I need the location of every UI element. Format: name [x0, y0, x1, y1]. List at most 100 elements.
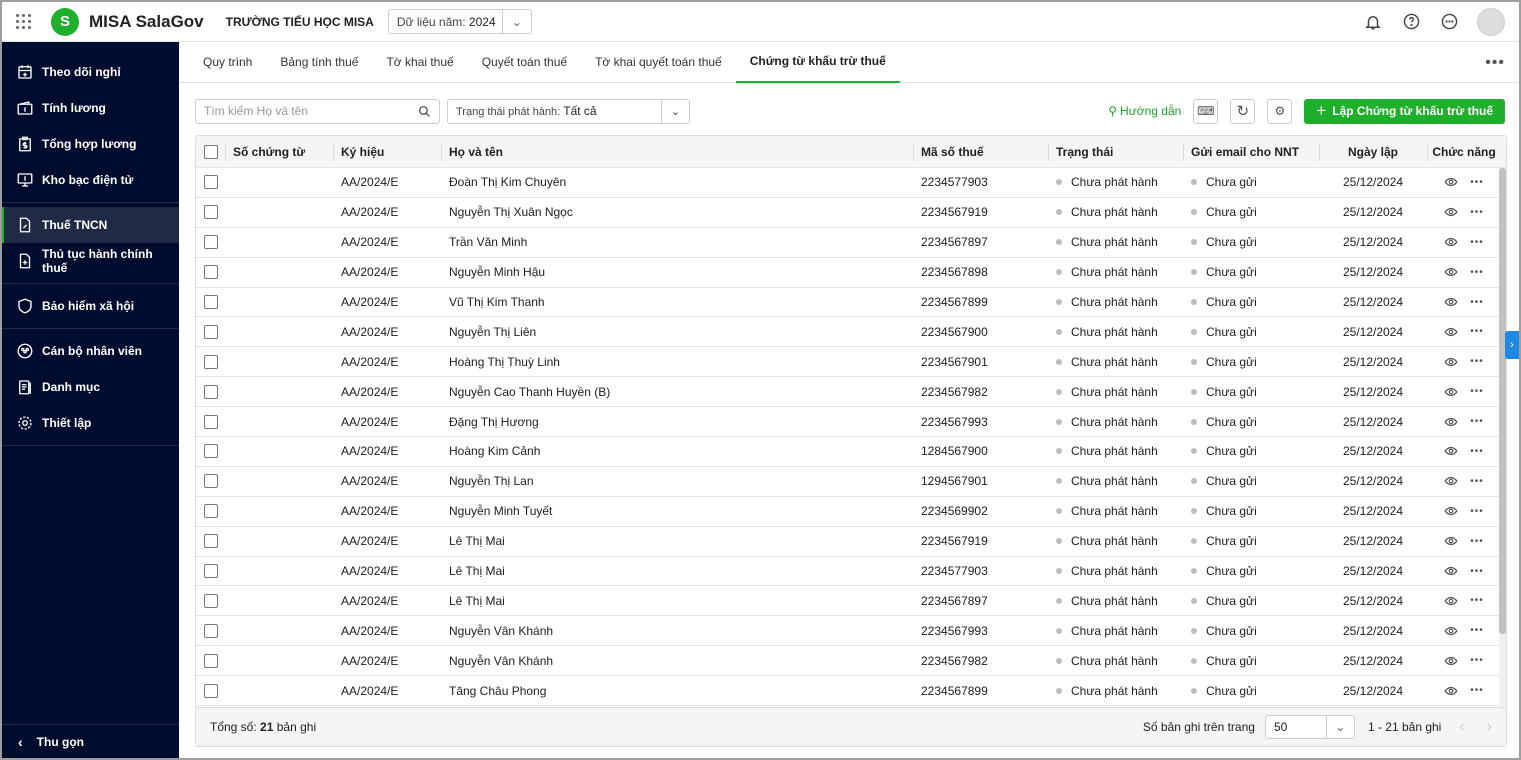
sidebar-item-0[interactable]: Theo dõi nghỉ	[2, 54, 179, 90]
more-icon[interactable]: •••	[1485, 54, 1505, 71]
more-actions-icon[interactable]: •••	[1470, 505, 1484, 517]
more-actions-icon[interactable]: •••	[1470, 595, 1484, 607]
table-row[interactable]: AA/2024/E Nguyễn Thị Liên 2234567900 Chưa p…	[196, 317, 1506, 348]
search-box[interactable]	[195, 98, 440, 124]
row-checkbox[interactable]	[203, 534, 218, 549]
sidebar-item-8[interactable]: Danh mục	[2, 369, 179, 405]
tab-4[interactable]: Tờ khai quyết toán thuế	[595, 55, 722, 69]
column-header[interactable]: Gửi email cho NNT	[1183, 136, 1319, 167]
table-row[interactable]: AA/2024/E Lê Thị Mai 2234577903 Chưa phát h…	[196, 557, 1506, 587]
eye-icon[interactable]	[1444, 415, 1458, 429]
table-row[interactable]: AA/2024/E Tăng Châu Phong 2234567899 Chưa p…	[196, 676, 1506, 707]
vertical-scrollbar[interactable]	[1499, 168, 1506, 708]
more-actions-icon[interactable]: •••	[1470, 416, 1484, 428]
more-actions-icon[interactable]: •••	[1470, 266, 1484, 278]
eye-icon[interactable]	[1444, 534, 1458, 548]
table-row[interactable]: AA/2024/E Trần Văn Minh 2234567897 Chưa phá…	[196, 228, 1506, 258]
row-checkbox[interactable]	[203, 593, 218, 608]
sidebar-item-7[interactable]: Cán bộ nhân viên	[2, 333, 179, 369]
sidebar-item-5[interactable]: Thủ tục hành chính thuế	[2, 243, 179, 279]
column-header[interactable]: Họ và tên	[441, 136, 913, 167]
table-row[interactable]: AA/2024/E Nguyễn Minh Tuyết 2234569902 Chưa…	[196, 497, 1506, 527]
eye-icon[interactable]	[1444, 594, 1458, 608]
eye-icon[interactable]	[1444, 684, 1458, 698]
row-checkbox[interactable]	[203, 623, 218, 638]
eye-icon[interactable]	[1444, 295, 1458, 309]
sidebar-item-2[interactable]: Tổng hợp lương	[2, 126, 179, 162]
row-checkbox[interactable]	[203, 175, 218, 190]
sidebar-item-6[interactable]: Bảo hiểm xã hội	[2, 288, 179, 324]
table-row[interactable]: AA/2024/E Nguyễn Thị Lan 1294567901 Chưa ph…	[196, 467, 1506, 497]
sidebar-item-4[interactable]: Thuế TNCN	[2, 207, 179, 243]
table-row[interactable]: AA/2024/E Nguyễn Thị Xuân Ngọc 2234567919 C…	[196, 198, 1506, 228]
more-actions-icon[interactable]: •••	[1470, 356, 1484, 368]
more-actions-icon[interactable]: •••	[1470, 535, 1484, 547]
more-circle-icon[interactable]	[1439, 12, 1459, 32]
sidebar-item-1[interactable]: Tính lương	[2, 90, 179, 126]
eye-icon[interactable]	[1444, 474, 1458, 488]
table-row[interactable]: AA/2024/E Nguyễn Minh Hậu 2234567898 Chưa p…	[196, 258, 1506, 288]
more-actions-icon[interactable]: •••	[1470, 685, 1484, 697]
eye-icon[interactable]	[1444, 235, 1458, 249]
table-row[interactable]: AA/2024/E Đặng Thị Hương 2234567993 Chưa ph…	[196, 407, 1506, 438]
row-checkbox[interactable]	[203, 354, 218, 369]
tab-5[interactable]: Chứng từ khấu trừ thuế	[735, 42, 900, 83]
table-row[interactable]: AA/2024/E Nguyễn Vân Khánh 2234567982 Chưa …	[196, 646, 1506, 677]
prev-page-button[interactable]: ‹	[1459, 718, 1465, 735]
row-checkbox[interactable]	[203, 235, 218, 250]
table-row[interactable]: AA/2024/E Lê Thị Mai 2234567897 Chưa phát h…	[196, 586, 1506, 617]
avatar[interactable]	[1477, 7, 1505, 36]
table-row[interactable]: AA/2024/E Nguyễn Vân Khánh 2234567993 Chưa …	[196, 616, 1506, 647]
row-checkbox[interactable]	[203, 564, 218, 579]
next-page-button[interactable]: ›	[1486, 718, 1492, 735]
row-checkbox[interactable]	[203, 295, 218, 309]
more-actions-icon[interactable]: •••	[1470, 296, 1484, 308]
column-header[interactable]: Ngày lập	[1319, 136, 1427, 167]
table-row[interactable]: AA/2024/E Lê Thị Mai 2234567919 Chưa phát h…	[196, 527, 1506, 557]
table-row[interactable]: AA/2024/E Hoàng Thị Thuỳ Linh 2234567901 Ch…	[196, 347, 1506, 378]
table-row[interactable]: AA/2024/E Đoàn Thị Kim Chuyên 2234577903 Ch…	[196, 168, 1506, 198]
keyboard-shortcut-button[interactable]: ⌨	[1193, 98, 1219, 124]
column-header[interactable]: Trạng thái	[1048, 136, 1183, 167]
more-actions-icon[interactable]: •••	[1470, 236, 1484, 248]
more-actions-icon[interactable]: •••	[1470, 565, 1484, 577]
row-checkbox[interactable]	[203, 504, 218, 519]
year-select[interactable]: Dữ liệu năm: 2024 ⌄	[387, 9, 532, 34]
tab-3[interactable]: Quyết toán thuế	[481, 55, 568, 69]
eye-icon[interactable]	[1444, 504, 1458, 518]
more-actions-icon[interactable]: •••	[1470, 386, 1484, 398]
eye-icon[interactable]	[1444, 564, 1458, 578]
row-checkbox[interactable]	[203, 653, 218, 668]
collapse-sidebar-button[interactable]: ‹ Thu gọn	[2, 724, 179, 758]
row-checkbox[interactable]	[203, 414, 218, 429]
table-row[interactable]: AA/2024/E Vũ Thị Kim Thanh 2234567899 Chưa …	[196, 288, 1506, 318]
more-actions-icon[interactable]: •••	[1470, 326, 1484, 338]
row-checkbox[interactable]	[203, 474, 218, 489]
more-actions-icon[interactable]: •••	[1470, 625, 1484, 637]
row-checkbox[interactable]	[203, 324, 218, 339]
row-checkbox[interactable]	[203, 444, 218, 459]
more-actions-icon[interactable]: •••	[1470, 206, 1484, 218]
more-actions-icon[interactable]: •••	[1470, 176, 1484, 188]
row-checkbox[interactable]	[203, 683, 218, 698]
column-header[interactable]: Số chứng từ	[225, 136, 333, 167]
eye-icon[interactable]	[1444, 624, 1458, 638]
app-grid-icon[interactable]	[16, 13, 32, 30]
eye-icon[interactable]	[1444, 654, 1458, 668]
add-certificate-button[interactable]: + Lập Chứng từ khấu trừ thuế	[1304, 98, 1505, 124]
row-checkbox[interactable]	[203, 384, 218, 399]
eye-icon[interactable]	[1444, 205, 1458, 219]
column-header[interactable]: Ký hiệu	[333, 136, 441, 167]
table-row[interactable]: AA/2024/E Hoàng Kim Cảnh 1284567900 Chưa ph…	[196, 437, 1506, 467]
select-all-checkbox[interactable]	[203, 144, 218, 159]
eye-icon[interactable]	[1444, 444, 1458, 458]
row-checkbox[interactable]	[203, 205, 218, 220]
search-input[interactable]	[204, 104, 418, 118]
tab-1[interactable]: Bảng tính thuế	[280, 55, 359, 69]
tab-0[interactable]: Quy trình	[203, 55, 253, 69]
guide-link[interactable]: ⚲ Hướng dẫn	[1108, 104, 1181, 118]
column-header[interactable]: Mã số thuế	[913, 136, 1048, 167]
eye-icon[interactable]	[1444, 325, 1458, 339]
sidebar-item-3[interactable]: Kho bạc điện tử	[2, 162, 179, 198]
status-filter-select[interactable]: Trạng thái phát hành: Tất cả ⌄	[447, 98, 690, 124]
